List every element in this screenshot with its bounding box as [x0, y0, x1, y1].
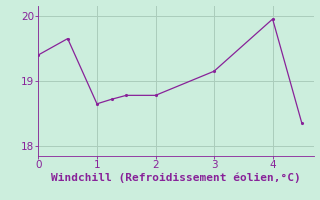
X-axis label: Windchill (Refroidissement éolien,°C): Windchill (Refroidissement éolien,°C)	[51, 173, 301, 183]
